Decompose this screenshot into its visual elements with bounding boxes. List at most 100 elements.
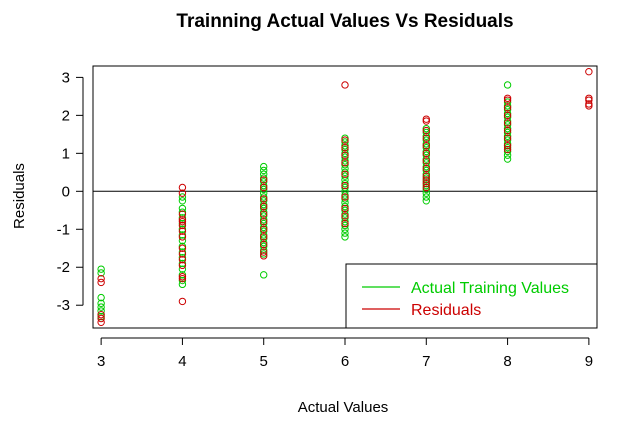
training-value-point (178, 214, 187, 222)
training-value-point (341, 187, 349, 196)
residual-point (422, 172, 430, 180)
residual-point (341, 170, 349, 178)
training-value-point (178, 254, 187, 262)
legend-box (345, 263, 598, 329)
residual-point (260, 217, 268, 226)
training-value-point (260, 181, 268, 190)
residual-point (341, 81, 349, 89)
training-value-point (260, 238, 268, 247)
residual-point (97, 278, 105, 287)
residual-point (260, 248, 268, 256)
training-value-point (422, 162, 430, 171)
training-value-point (503, 132, 512, 140)
training-value-point (178, 219, 187, 228)
residual-point (422, 180, 430, 188)
residual-point (260, 195, 268, 203)
training-value-point (97, 307, 105, 315)
residual-point (178, 183, 187, 192)
residual-point (260, 233, 268, 241)
training-value-point (178, 236, 187, 245)
training-value-point (260, 204, 268, 213)
residual-point (341, 193, 349, 201)
training-value-point (341, 198, 349, 207)
training-value-point (422, 174, 430, 182)
training-value-point (341, 145, 349, 154)
residual-point (503, 145, 512, 154)
training-value-point (341, 183, 349, 192)
training-value-point (503, 143, 512, 152)
training-value-point (97, 265, 105, 273)
y-tick-label: 0 (62, 183, 70, 200)
residual-point (178, 210, 187, 218)
training-value-point (178, 208, 187, 216)
residual-point (97, 311, 105, 319)
residual-point (422, 142, 430, 150)
training-value-point (422, 124, 430, 133)
training-value-point (260, 271, 268, 279)
x-tick-label: 4 (178, 353, 186, 370)
training-value-point (422, 181, 430, 190)
residual-point (422, 126, 430, 135)
residual-point (503, 142, 512, 150)
training-value-point (341, 138, 349, 146)
training-value-point (503, 102, 512, 110)
training-value-point (422, 159, 430, 167)
residual-point (178, 255, 187, 264)
residual-point (260, 240, 268, 249)
training-value-point (503, 109, 512, 118)
residual-point (178, 244, 187, 252)
residual-point (178, 297, 187, 306)
residual-point (585, 94, 593, 102)
training-value-point (422, 155, 430, 163)
residual-point (585, 67, 593, 76)
training-value-point (178, 259, 187, 268)
training-value-point (341, 225, 349, 233)
y-tick-label: 3 (62, 69, 70, 86)
training-value-point (260, 219, 268, 228)
y-axis: -3 -2 -1 0 1 2 3 (57, 69, 84, 314)
training-value-point (503, 98, 512, 106)
training-value-point (503, 124, 512, 133)
residual-point (178, 273, 187, 281)
training-value-point (97, 303, 105, 311)
training-value-point (341, 202, 349, 211)
residual-point (503, 111, 512, 120)
training-value-point (178, 193, 187, 201)
residual-point (178, 221, 187, 230)
training-value-point (341, 180, 349, 188)
training-value-point (178, 231, 187, 239)
training-value-point (341, 206, 349, 214)
residual-point (178, 227, 187, 235)
residual-point (341, 159, 349, 167)
training-value-point (341, 210, 349, 218)
residual-point (422, 164, 430, 173)
x-tick-label: 6 (341, 353, 349, 370)
training-value-point (422, 185, 430, 194)
legend-label-residuals: Residuals (411, 302, 481, 319)
residual-point (503, 119, 512, 127)
training-value-point (422, 166, 430, 175)
training-value-point (97, 293, 105, 302)
training-value-point (260, 170, 268, 178)
residual-point (97, 314, 105, 323)
residual-point (260, 176, 268, 184)
residual-point (341, 143, 349, 152)
x-tick-label: 7 (422, 353, 430, 370)
training-value-point (341, 142, 349, 150)
residual-point (260, 202, 268, 211)
residual-point (422, 134, 430, 142)
training-value-point (97, 299, 105, 308)
training-value-point (503, 128, 512, 137)
training-value-point (341, 221, 349, 230)
training-value-point (97, 312, 105, 321)
training-value-point (178, 225, 187, 233)
residual-point (178, 217, 187, 226)
legend: Actual Training Values Residuals (345, 263, 598, 329)
residual-point (422, 117, 430, 125)
training-value-point (178, 271, 187, 279)
training-value-point (341, 172, 349, 180)
training-value-point (260, 193, 268, 201)
training-value-point (341, 164, 349, 173)
residual-point (178, 274, 187, 283)
